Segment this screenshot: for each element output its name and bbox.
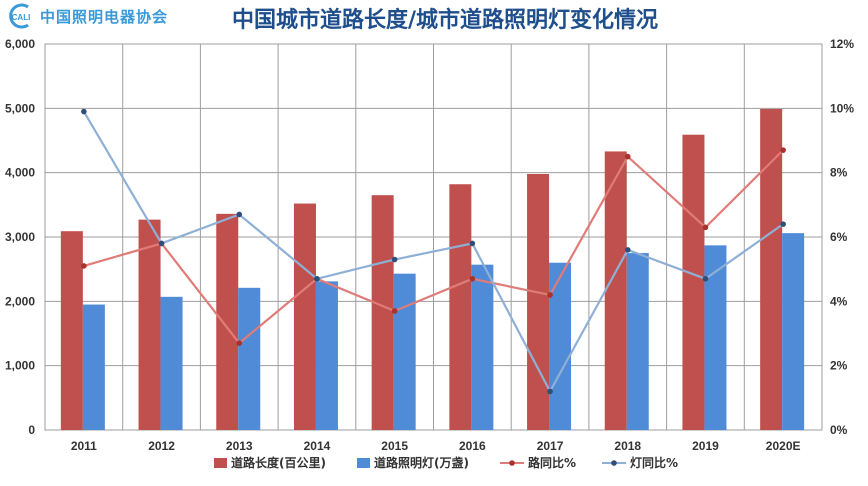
point-road-yoy-2018	[624, 153, 631, 160]
y-right-tick-label: 4%	[830, 294, 848, 308]
bar-road-length-2013	[216, 213, 239, 430]
y-right-tick-label: 12%	[830, 37, 854, 51]
line-light-yoy	[82, 110, 784, 394]
x-tick-label-2011: 2011	[71, 439, 97, 453]
x-tick-label-2017: 2017	[537, 439, 564, 453]
legend-swatch-road-length	[214, 458, 227, 468]
chart-title: 中国城市道路长度/城市道路照明灯变化情况	[231, 8, 659, 33]
axes: 0 1,000 2,000 3,000 4,000 5,000 6,000 0% 2% 4% 6% 8…	[5, 37, 854, 453]
bar-road-length-2014	[293, 203, 316, 430]
bar-street-lights-2018	[626, 253, 649, 430]
y-right-tick-label: 6%	[830, 230, 848, 244]
logo-mark-text: CALI	[12, 13, 31, 22]
x-tick-label-2016: 2016	[459, 439, 486, 453]
legend-label-road-length: 道路长度(百公里)	[231, 455, 326, 470]
bar-street-lights-2019	[704, 245, 727, 430]
logo-mark-icon: CALI	[9, 3, 31, 29]
y-right-tick-label: 0%	[830, 423, 848, 437]
line-road-yoy	[83, 149, 784, 345]
legend-label-road-yoy: 路同比%	[528, 455, 576, 470]
point-light-yoy-2017	[547, 388, 553, 395]
bar-street-lights-2013	[238, 287, 261, 430]
y-right-tick-label: 10%	[830, 101, 854, 115]
point-light-yoy-2019	[702, 276, 709, 282]
point-light-yoy-2016	[469, 240, 476, 247]
bar-road-length-2015	[371, 195, 394, 430]
lines	[81, 108, 786, 395]
y-left-tick-label: 4,000	[5, 166, 35, 180]
bar-street-lights-2017	[549, 262, 572, 430]
bar-street-lights-2011	[82, 304, 105, 430]
bar-road-length-2017	[527, 173, 550, 430]
point-road-yoy-2017	[547, 292, 553, 298]
x-tick-label-2019: 2019	[692, 439, 719, 453]
y-left-tick-label: 2,000	[5, 294, 35, 308]
bar-street-lights-2014	[315, 281, 338, 430]
bar-road-length-2019	[682, 134, 705, 430]
x-tick-label-2018: 2018	[614, 439, 641, 453]
bar-road-length-2011	[60, 231, 83, 430]
y-left-tick-label: 1,000	[5, 359, 35, 373]
point-road-yoy-2013	[236, 340, 243, 346]
legend-marker-road-yoy	[509, 460, 515, 466]
bar-street-lights-2020E	[782, 233, 805, 430]
y-left-tick-label: 0	[28, 423, 35, 437]
bar-street-lights-2016	[471, 264, 494, 430]
bar-road-length-2012	[138, 219, 161, 430]
x-tick-label-2012: 2012	[148, 439, 175, 453]
point-light-yoy-2018	[624, 247, 631, 253]
logo: CALI 中国照明电器协会	[6, 3, 168, 29]
point-light-yoy-2014	[314, 276, 320, 282]
y-right-tick-label: 2%	[830, 359, 848, 373]
y-right-tick-label: 8%	[830, 166, 848, 180]
bar-street-lights-2015	[393, 273, 416, 430]
point-light-yoy-2020E	[780, 221, 786, 227]
point-light-yoy-2011	[81, 108, 87, 115]
bar-road-length-2018	[604, 151, 627, 431]
y-left-tick-label: 3,000	[5, 230, 35, 244]
y-left-tick-label: 6,000	[5, 37, 35, 51]
point-road-yoy-2016	[469, 276, 476, 282]
point-light-yoy-2013	[236, 211, 243, 218]
point-road-yoy-2019	[702, 224, 709, 231]
x-tick-label-2015: 2015	[381, 439, 408, 453]
bar-road-length-2020E	[760, 108, 783, 430]
x-tick-label-2013: 2013	[226, 439, 253, 453]
x-tick-label-2020E: 2020E	[766, 439, 801, 453]
legend-label-light-yoy: 灯同比%	[630, 455, 678, 470]
legend: 道路长度(百公里) 道路照明灯(万盏) 路同比% 灯同比%	[214, 455, 678, 470]
point-road-yoy-2020E	[780, 147, 786, 153]
legend-label-street-lights: 道路照明灯(万盏)	[374, 455, 469, 470]
y-left-tick-label: 5,000	[5, 101, 35, 115]
point-road-yoy-2015	[391, 308, 398, 314]
legend-swatch-street-lights	[357, 458, 370, 468]
point-light-yoy-2015	[391, 256, 398, 263]
bar-road-length-2016	[449, 184, 472, 430]
logo-name: 中国照明电器协会	[40, 7, 169, 26]
legend-marker-light-yoy	[611, 460, 617, 466]
bar-street-lights-2012	[160, 296, 183, 430]
x-tick-label-2014: 2014	[304, 439, 331, 453]
point-road-yoy-2011	[81, 263, 87, 269]
bars	[60, 108, 805, 431]
point-light-yoy-2012	[158, 240, 165, 247]
